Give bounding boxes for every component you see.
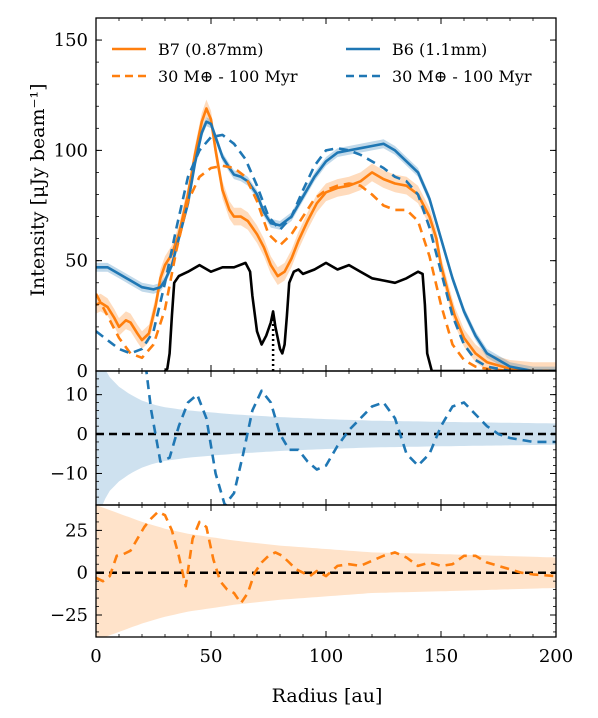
y-axis-title: Intensity [μJy beam⁻¹] [27, 83, 49, 296]
x-axis: 0 50 100 150 200 [90, 646, 573, 667]
x-tick-label: 50 [200, 646, 223, 667]
y-tick-label: 10 [65, 385, 88, 406]
y-tick-label: 0 [77, 361, 88, 382]
plot-area [96, 505, 556, 637]
y-tick-label: 0 [77, 563, 88, 584]
legend-label: B6 (1.1mm) [392, 40, 487, 59]
legend: B7 (0.87mm) B6 (1.1mm) 30 M⊕ - 100 Myr 30 M… [112, 40, 532, 86]
legend-label: B7 (0.87mm) [158, 40, 263, 59]
plot-area [96, 99, 556, 371]
y-tick-label: 50 [65, 251, 88, 272]
uncertainty-band [96, 371, 556, 505]
x-axis-title: Radius [au] [272, 685, 383, 707]
uncertainty-band [96, 505, 556, 637]
legend-entry: B6 (1.1mm) [346, 40, 487, 59]
series-line-0 [145, 371, 556, 505]
series-band-0 [96, 99, 556, 371]
plot-area [96, 371, 556, 505]
legend-label: 30 M⊕ - 100 Myr [392, 67, 532, 86]
x-tick-label: 100 [309, 646, 343, 667]
b7-residual-panel: −25 0 25 [50, 504, 557, 638]
series-line-0 [96, 510, 556, 605]
legend-entry: 30 M⊕ - 100 Myr [112, 67, 298, 86]
y-tick-label: −25 [50, 605, 88, 626]
legend-entry: 30 M⊕ - 100 Myr [346, 67, 532, 86]
x-tick-label: 200 [539, 646, 573, 667]
series-line-2 [96, 164, 556, 371]
b6-residual-panel: −10 0 10 [50, 370, 557, 506]
x-tick-label: 0 [90, 646, 101, 667]
series-band-1 [96, 117, 556, 371]
y-tick-label: −10 [50, 463, 88, 484]
series-line-0 [96, 107, 556, 371]
series-line-4 [163, 261, 556, 371]
y-tick-label: 100 [54, 140, 88, 161]
y-tick-label: 0 [77, 424, 88, 445]
legend-label: 30 M⊕ - 100 Myr [158, 67, 298, 86]
y-tick-label: 150 [54, 30, 88, 51]
series-line-1 [96, 120, 556, 371]
series-line-3 [96, 133, 556, 371]
x-tick-label: 150 [424, 646, 458, 667]
legend-entry: B7 (0.87mm) [112, 40, 263, 59]
y-tick-label: 25 [65, 520, 88, 541]
